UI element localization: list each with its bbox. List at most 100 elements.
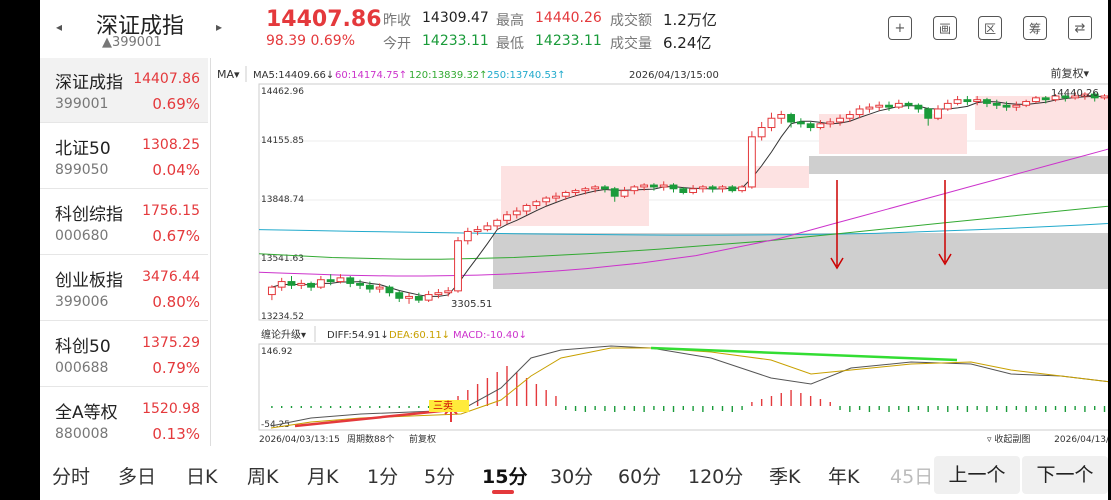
tab-intraday[interactable]: 分时 [52, 466, 91, 488]
candle-up [698, 186, 707, 190]
candle-up [1100, 95, 1108, 99]
pivot-zone-red [975, 96, 1108, 130]
tab-120min[interactable]: 120分 [688, 466, 744, 488]
sidebar-item-code: 000688 [55, 360, 109, 376]
quote-header: ◂ ▸ 深证成指 ▲399001 14407.86 98.39 0.69% 昨收… [40, 0, 1108, 58]
tab-daily[interactable]: 日K [186, 466, 218, 488]
next-stock-arrow-icon[interactable]: ▸ [216, 20, 223, 34]
sidebar-item-code: 880008 [55, 426, 109, 442]
ma250-legend: 250:13740.53↑ [487, 70, 566, 81]
candle-down [307, 282, 316, 288]
sidebar-item-name: 深证成指 [55, 73, 123, 93]
candle-down [1041, 97, 1050, 101]
sidebar-item[interactable]: 全A等权 1520.98 880008 0.13% [40, 388, 208, 452]
candle-up [836, 117, 844, 123]
sidebar-item-code: 399006 [55, 294, 109, 310]
tab-60min[interactable]: 60分 [618, 466, 662, 488]
diff-line [270, 345, 1108, 427]
ma5-legend: MA5:14409.66↓ [253, 70, 334, 81]
candle-up [816, 123, 825, 129]
kline-svg[interactable]: MA▾ MA5:14409.66↓ 60:14174.75↑ 120:13839… [211, 58, 1108, 448]
candle-down [1002, 104, 1011, 108]
macd-panel-frame [258, 343, 1108, 431]
sidebar-item-code: 000680 [55, 228, 109, 244]
period-tabs: 分时 多日 日K 周K 月K 1分 5分 15分 30分 60分 120分 季K… [40, 452, 1108, 500]
sidebar-item-price: 1756.15 [142, 203, 200, 219]
candle-up [561, 191, 570, 197]
sidebar-divider [210, 58, 211, 446]
candle-up [1071, 95, 1080, 99]
ma-selector[interactable]: MA▾ [217, 68, 240, 81]
candle-up [620, 190, 629, 197]
drawing-icon[interactable]: 画 [933, 16, 957, 40]
active-tab-indicator [492, 490, 514, 494]
sidebar-item[interactable]: 深证成指 14407.86 399001 0.69% [40, 58, 208, 123]
tab-1min[interactable]: 1分 [367, 466, 399, 488]
sidebar-item-price: 1520.98 [142, 401, 200, 417]
candle-up [571, 190, 580, 193]
rotate-screen-icon[interactable]: ⇄ [1068, 16, 1092, 40]
previous-button[interactable]: 上一个 [934, 456, 1020, 494]
candle-up [659, 184, 668, 188]
candle-up [405, 295, 413, 299]
sidebar-item-name: 科创50 [55, 337, 111, 357]
sidebar-item-name: 创业板指 [55, 271, 123, 291]
sidebar-item-name: 北证50 [55, 139, 111, 159]
range-icon[interactable]: 区 [978, 16, 1002, 40]
kline-chart[interactable]: MA▾ MA5:14409.66↓ 60:14174.75↑ 120:13839… [211, 58, 1108, 448]
ma5-line [271, 95, 1108, 297]
candle-up [865, 106, 874, 110]
prev-stock-arrow-icon[interactable]: ◂ [56, 20, 63, 34]
collapse-subchart-button[interactable]: ▿ 收起副图 [987, 433, 1030, 445]
candle-down [601, 186, 609, 190]
sidebar-item-pct: 0.67% [152, 227, 200, 245]
candle-down [669, 184, 678, 190]
tab-multiday[interactable]: 多日 [118, 466, 157, 488]
sidebar-item-pct: 0.79% [152, 359, 200, 377]
candle-up [1032, 97, 1040, 103]
plus-icon[interactable]: + [888, 16, 912, 40]
divergence-line [650, 346, 958, 362]
tab-15min[interactable]: 15分 [482, 466, 528, 488]
candle-up [581, 188, 590, 192]
candle-up [845, 114, 854, 119]
chips-icon[interactable]: 筹 [1023, 16, 1047, 40]
next-button[interactable]: 下一个 [1022, 456, 1108, 494]
candle-down [365, 284, 374, 290]
pivot-zone-gray [809, 156, 1108, 174]
candle-down [649, 184, 658, 188]
sidebar-item[interactable]: 创业板指 3476.44 399006 0.80% [40, 256, 208, 321]
indicator-selector[interactable]: 缠论升级▾ [261, 328, 306, 341]
candle-up [503, 214, 511, 221]
sidebar-item-price: 1308.25 [142, 137, 200, 153]
sidebar-item-pct: 0.80% [152, 293, 200, 311]
prev-close-value: 14309.47 [422, 10, 489, 26]
ma60-legend: 60:14174.75↑ [335, 70, 407, 81]
tab-monthly[interactable]: 月K [307, 466, 339, 488]
candle-up [1051, 95, 1060, 101]
tab-30min[interactable]: 30分 [550, 466, 594, 488]
tab-weekly[interactable]: 周K [247, 466, 279, 488]
sidebar-item[interactable]: 科创综指 1756.15 000680 0.67% [40, 190, 208, 255]
sidebar-item[interactable]: 科创50 1375.29 000688 0.79% [40, 322, 208, 387]
tab-45day[interactable]: 45日 [890, 466, 930, 488]
tab-5min[interactable]: 5分 [424, 466, 456, 488]
candle-down [914, 104, 923, 110]
sidebar-item-price: 1375.29 [142, 335, 200, 351]
pivot-zone-red [649, 166, 809, 188]
candle-up [973, 99, 982, 103]
candle-up [493, 219, 502, 227]
volume-value: 6.24亿 [663, 34, 712, 52]
candle-up [1012, 104, 1021, 108]
adjust-mode-selector[interactable]: 前复权▾ [1050, 66, 1089, 80]
open-label: 今开 [383, 36, 411, 52]
sidebar-item[interactable]: 北证50 1308.25 899050 0.04% [40, 124, 208, 189]
index-sidebar: 深证成指 14407.86 399001 0.69% 北证50 1308.25 … [40, 58, 210, 446]
candle-up [630, 186, 639, 192]
tab-yearly[interactable]: 年K [828, 466, 860, 488]
turnover-value: 1.2万亿 [663, 11, 717, 29]
moving-average-lines [258, 95, 1108, 297]
candle-up [894, 102, 903, 108]
tab-quarterly[interactable]: 季K [769, 466, 801, 488]
candle-down [414, 295, 423, 301]
